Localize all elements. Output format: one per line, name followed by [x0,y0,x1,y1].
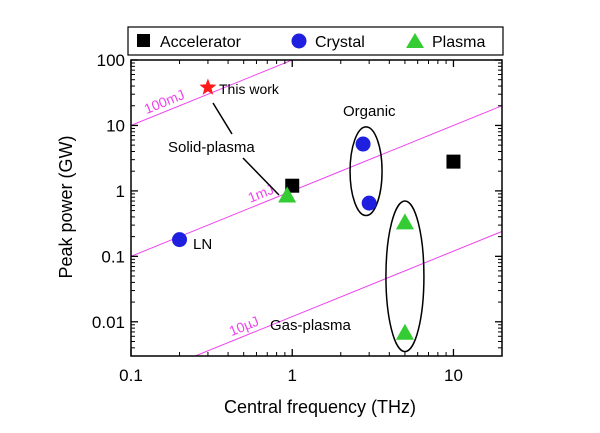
x-tick-label: 0.1 [119,366,143,385]
y-tick-label: 0.1 [101,247,125,266]
y-tick-label: 1 [116,182,125,201]
y-tick-label: 0.01 [92,313,125,332]
marker-accelerator-0 [285,178,300,193]
data-markers [172,78,461,340]
gas-plasma-label: Gas-plasma [270,317,352,334]
marker-this-work-0 [199,78,217,95]
y-axis-title: Peak power (GW) [56,135,76,278]
x-tick-label: 1 [287,366,296,385]
group-ellipses [349,126,425,353]
legend: Accelerator Crystal Plasma [127,26,504,56]
legend-marker-plasma [406,33,424,48]
marker-crystal-1 [355,136,371,152]
energy-line-label-2: 10µJ [227,313,261,339]
legend-label-accelerator: Accelerator [160,34,242,51]
energy-line-2 [193,230,502,356]
group-ellipse-gas-plasma [385,200,425,353]
organic-label: Organic [343,103,396,120]
energy-line-0 [131,60,294,126]
solid-plasma-label: Solid-plasma [168,139,255,156]
legend-label-plasma: Plasma [432,34,485,51]
marker-plasma-1 [395,213,414,230]
x-axis-title: Central frequency (THz) [224,397,416,417]
y-tick-label: 10 [106,116,125,135]
legend-marker-crystal [291,33,307,49]
ln-label: LN [193,236,212,253]
marker-crystal-2 [361,195,377,211]
marker-crystal-0 [172,232,188,248]
legend-box [127,26,504,56]
plot-frame [130,59,503,357]
marker-plasma-2 [395,323,414,340]
legend-label-crystal: Crystal [315,34,365,51]
energy-line-label-1: 1mJ [245,181,276,206]
solid-plasma-connector [242,157,280,196]
x-tick-label: 10 [444,366,463,385]
this-work-connector [212,102,233,135]
energy-line-1 [131,105,502,257]
legend-marker-accelerator [137,34,150,47]
group-ellipse-organic [349,126,383,217]
marker-plasma-0 [278,186,297,203]
marker-accelerator-1 [446,154,461,169]
y-tick-label: 100 [97,51,125,70]
this-work-label: This work [219,81,280,97]
energy-lines [131,60,502,356]
